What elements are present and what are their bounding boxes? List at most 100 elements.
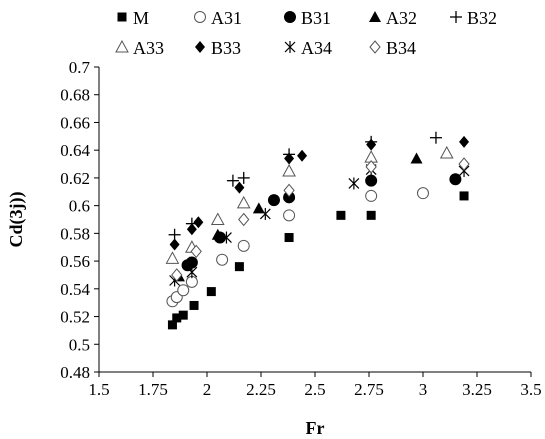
point-a31 — [237, 239, 250, 252]
point-m — [459, 191, 469, 201]
point-b34 — [171, 268, 183, 282]
point-a34 — [348, 177, 360, 190]
point-a34 — [186, 266, 198, 279]
point-b31 — [449, 173, 462, 186]
point-b34 — [458, 157, 470, 171]
series-b33 — [169, 135, 470, 251]
x-tick-label: 1.5 — [88, 380, 109, 399]
series-a34 — [169, 163, 470, 287]
point-m — [172, 313, 182, 323]
point-a33 — [236, 195, 251, 209]
point-a31 — [365, 189, 378, 202]
point-m — [167, 320, 177, 330]
point-b32 — [429, 131, 442, 144]
point-m — [284, 233, 294, 243]
point-a32 — [183, 256, 196, 268]
point-b33 — [366, 138, 377, 151]
point-m — [366, 210, 376, 220]
y-tick-label: 0.56 — [60, 252, 90, 271]
legend-label-a32: A32 — [386, 8, 417, 28]
legend-label-b31: B31 — [301, 8, 331, 28]
x-tick-label: 2 — [203, 380, 212, 399]
point-b33 — [169, 238, 180, 251]
legend-label-a34: A34 — [301, 38, 332, 58]
point-m — [178, 310, 188, 320]
x-axis-ticks: 1.5 1.75 2 2.25 2.5 2.75 3 3.25 3.5 — [88, 372, 542, 399]
legend-marker-b31 — [284, 11, 296, 23]
legend-label-a33: A33 — [133, 38, 164, 58]
point-a34 — [221, 231, 232, 244]
point-b31 — [365, 174, 378, 187]
x-tick-label: 1.75 — [138, 380, 168, 399]
legend-marker-a33 — [115, 39, 129, 53]
point-b34 — [283, 183, 295, 198]
point-m — [234, 262, 244, 272]
point-b31 — [267, 194, 280, 207]
legend-marker-a31 — [194, 11, 206, 23]
point-a32 — [410, 152, 423, 164]
x-tick-label: 3.5 — [520, 380, 541, 399]
y-tick-label: 0.7 — [69, 58, 91, 77]
legend-marker-b33 — [195, 41, 205, 53]
legend-label-m: M — [133, 8, 149, 28]
point-b33 — [284, 152, 295, 165]
x-tick-label: 3.25 — [462, 380, 492, 399]
y-tick-label: 0.64 — [60, 141, 90, 160]
point-a31 — [283, 209, 296, 222]
series-a31 — [166, 187, 429, 308]
legend-label-b32: B32 — [467, 8, 497, 28]
point-a34 — [259, 207, 271, 220]
point-a31 — [417, 187, 429, 200]
chart-legend: M A31 B31 A32 B32 A33 B33 A34 B34 — [115, 8, 497, 58]
legend-marker-a32 — [369, 11, 381, 22]
point-b33 — [297, 149, 308, 162]
point-a32 — [211, 228, 224, 240]
point-b33 — [186, 223, 197, 236]
point-b34 — [365, 160, 377, 174]
y-tick-label: 0.68 — [60, 86, 90, 105]
legend-marker-b32 — [450, 11, 462, 23]
point-b34 — [238, 212, 250, 227]
legend-label-a31: A31 — [211, 8, 242, 28]
series-b34 — [171, 157, 470, 282]
x-tick-label: 2.75 — [354, 380, 384, 399]
y-tick-label: 0.6 — [69, 197, 90, 216]
point-a33 — [282, 163, 296, 177]
x-tick-label: 2.5 — [304, 380, 325, 399]
series-b32 — [168, 131, 442, 241]
legend-marker-b34 — [369, 40, 381, 54]
point-b33 — [234, 181, 245, 194]
point-a33 — [165, 251, 180, 264]
y-tick-label: 0.62 — [60, 169, 90, 188]
x-tick-label: 2.25 — [246, 380, 276, 399]
y-tick-label: 0.54 — [60, 280, 90, 299]
series-a32 — [172, 152, 423, 282]
legend-marker-m — [117, 12, 127, 22]
point-b32 — [226, 174, 239, 187]
point-m — [336, 210, 346, 220]
x-axis-title: Fr — [306, 418, 325, 438]
series-m — [167, 191, 469, 330]
y-tick-label: 0.48 — [60, 363, 90, 382]
point-a31 — [216, 253, 229, 266]
legend-label-b33: B33 — [211, 38, 241, 58]
point-b33 — [193, 216, 204, 229]
chart-axes — [98, 67, 531, 373]
point-a31 — [177, 284, 190, 297]
point-m — [189, 300, 199, 310]
point-b34 — [190, 244, 202, 259]
point-m — [206, 287, 216, 297]
legend-label-b34: B34 — [386, 38, 416, 58]
point-b32 — [237, 171, 250, 184]
point-b33 — [459, 135, 470, 148]
y-tick-label: 0.52 — [60, 308, 90, 327]
y-tick-label: 0.66 — [60, 113, 90, 132]
y-axis-title: Cd(3j)) — [6, 192, 27, 248]
series-a33 — [165, 145, 454, 264]
y-axis-ticks: 0.48 0.5 0.52 0.54 0.56 0.58 0.6 0.62 0.64 0.66 0.… — [60, 58, 99, 382]
point-a33 — [439, 145, 454, 159]
legend-marker-a34 — [284, 41, 296, 53]
point-a33 — [210, 212, 225, 225]
x-tick-label: 3 — [419, 380, 428, 399]
